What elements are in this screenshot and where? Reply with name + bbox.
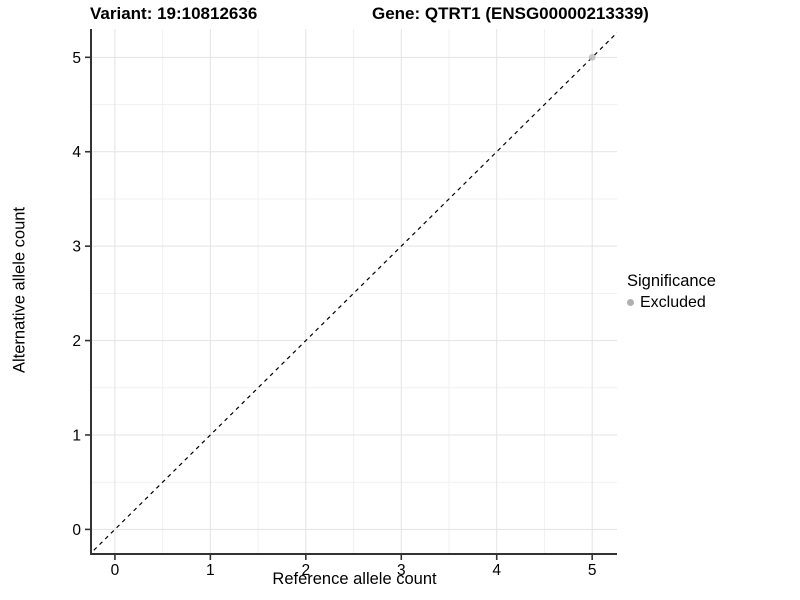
data-point [588, 53, 596, 61]
y-tick-label: 2 [72, 333, 81, 350]
legend-item-label: Excluded [640, 294, 706, 311]
y-tick-label: 3 [72, 239, 81, 256]
legend-item-excluded: Excluded [627, 293, 716, 312]
x-tick-label: 3 [397, 562, 406, 579]
legend: Significance Excluded [627, 271, 716, 312]
x-axis-title: Reference allele count [272, 570, 437, 588]
legend-point-icon [627, 299, 634, 306]
x-tick-label: 5 [588, 562, 597, 579]
y-tick-label: 4 [72, 144, 81, 161]
y-tick-label: 5 [72, 50, 81, 67]
legend-title: Significance [627, 272, 716, 290]
gene-title: Gene: QTRT1 (ENSG00000213339) [372, 4, 649, 23]
x-tick-label: 1 [206, 562, 215, 579]
variant-title: Variant: 19:10812636 [90, 4, 258, 23]
x-tick-label: 4 [492, 562, 501, 579]
x-tick-label: 0 [111, 562, 120, 579]
x-tick-label: 2 [302, 562, 311, 579]
y-tick-label: 0 [72, 522, 81, 539]
y-axis-title: Alternative allele count [10, 206, 29, 374]
y-tick-label: 1 [72, 427, 81, 444]
identity-reference-line [92, 31, 617, 553]
